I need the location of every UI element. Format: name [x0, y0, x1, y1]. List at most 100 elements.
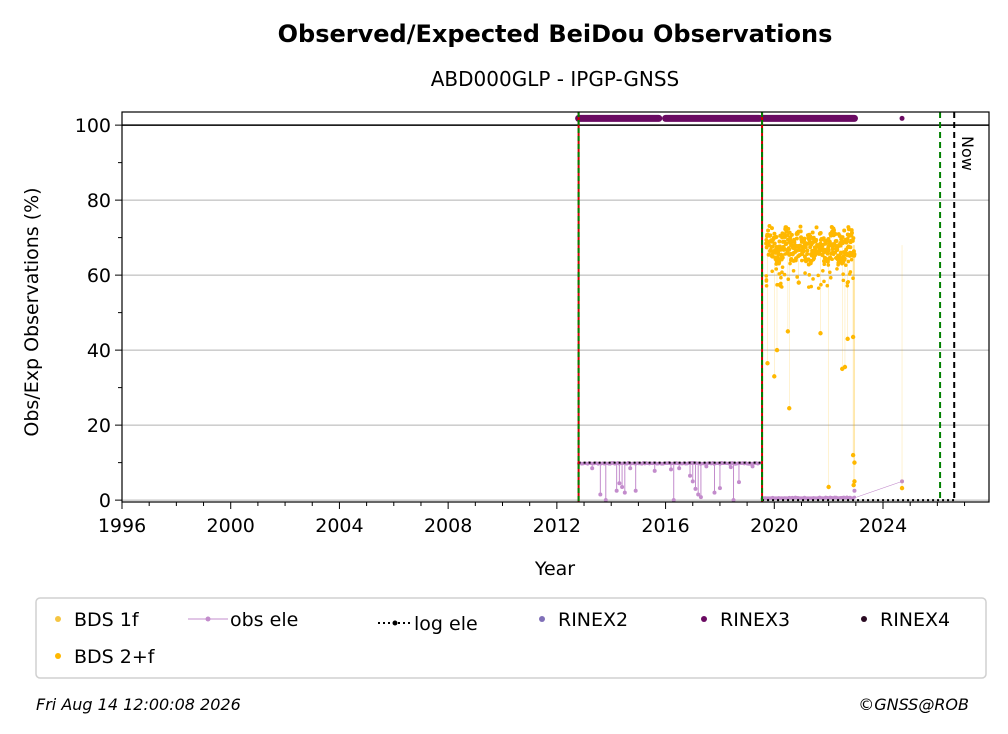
- bds2f-point: [777, 239, 782, 244]
- legend-marker: [392, 620, 398, 626]
- bds2f-point: [783, 252, 787, 256]
- bds2f-point: [838, 251, 843, 256]
- bds2f-point: [845, 236, 850, 241]
- obs-ele-point: [704, 464, 709, 469]
- bds2f-point: [789, 240, 794, 245]
- bds2f-point: [826, 244, 831, 248]
- x-tick-label: 2008: [424, 515, 472, 537]
- bds2f-point: [784, 241, 789, 246]
- bds2f-point: [851, 482, 856, 488]
- obs-ele-point: [671, 498, 676, 503]
- legend-box: [35, 597, 987, 679]
- x-tick-label: 2016: [641, 515, 689, 537]
- legend-label: RINEX3: [720, 609, 790, 631]
- bds2f-point: [777, 247, 781, 251]
- bds2f-point: [769, 226, 774, 231]
- y-axis-label: Obs/Exp Observations (%): [21, 187, 43, 436]
- rinex3-point: [899, 115, 905, 121]
- bds2f-point: [794, 236, 799, 241]
- bds2f-point: [803, 271, 807, 275]
- bds2f-point: [772, 231, 777, 236]
- bds2f-point: [774, 262, 779, 266]
- bds2f-point: [852, 479, 857, 484]
- bds2f-point: [851, 249, 856, 254]
- bds2f-point: [816, 286, 821, 290]
- y-tick-label: 80: [87, 190, 111, 212]
- bds2f-point: [834, 238, 839, 243]
- bds2f-point: [831, 252, 836, 257]
- bds2f-point: [777, 272, 782, 276]
- legend: BDS 1f obs ele log ele RINEX2 RINEX3 RINEX4 BD…: [35, 597, 987, 679]
- bds2f-point: [835, 247, 840, 252]
- y-tick-label: 60: [87, 265, 111, 287]
- bds2f-point: [821, 236, 826, 241]
- bds2f-point: [777, 244, 781, 249]
- y-tick-label: 0: [99, 490, 111, 512]
- bds2f-point: [849, 257, 854, 262]
- bds2f-point: [830, 247, 835, 252]
- legend-marker: [861, 616, 867, 622]
- bds2f-point: [811, 257, 816, 262]
- bds2f-point: [780, 265, 785, 269]
- bds2f-point: [764, 284, 769, 288]
- bds2f-point: [814, 237, 819, 242]
- bds2f-point: [770, 244, 775, 249]
- bds2f-point: [768, 233, 773, 238]
- bds2f-point: [774, 267, 779, 271]
- bds2f-point: [806, 285, 811, 289]
- obs-ele-point: [628, 466, 633, 471]
- bds2f-point: [799, 258, 804, 263]
- obs-ele-point: [622, 490, 627, 495]
- bds2f-point: [828, 270, 832, 275]
- bds2f-point: [766, 228, 771, 233]
- legend-marker: [701, 616, 707, 622]
- bds2f-point: [787, 406, 792, 411]
- bds2f-point: [822, 279, 826, 284]
- bds2f-point: [796, 280, 801, 285]
- bds2f-point: [828, 275, 833, 280]
- chart-subtitle: ABD000GLP - IPGP-GNSS: [431, 67, 680, 91]
- bds2f-point: [786, 277, 791, 282]
- bds2f-point: [849, 230, 854, 235]
- bds2f-point: [764, 278, 769, 282]
- bds2f-point: [822, 262, 827, 267]
- chart-title: Observed/Expected BeiDou Observations: [278, 20, 833, 48]
- bds2f-point: [816, 273, 821, 278]
- bds2f-point: [850, 452, 856, 458]
- obs-ele-point: [617, 481, 622, 486]
- bds2f-point: [848, 245, 853, 250]
- legend-label: BDS 1f: [74, 609, 140, 631]
- axes: 1996 2000 2004 2008 2012 2016 2020 2024 0 20 40 60 8…: [75, 111, 990, 537]
- bds2f-point: [841, 278, 846, 283]
- bds2f-point: [791, 268, 796, 273]
- footer-timestamp: Fri Aug 14 12:00:08 2026: [36, 695, 241, 714]
- plot-frame: [121, 111, 990, 503]
- bds2f-point: [847, 272, 852, 276]
- bds2f-point: [792, 240, 797, 245]
- legend-label: RINEX2: [558, 609, 628, 631]
- x-tick-label: 2000: [207, 515, 255, 537]
- bds2f-point: [772, 255, 777, 259]
- obs-ele-point: [688, 473, 693, 478]
- bds2f-point: [899, 485, 905, 491]
- bds2f-point: [814, 225, 819, 230]
- now-label: Now: [958, 136, 977, 171]
- bds2f-point: [790, 251, 795, 256]
- bds2f-point: [789, 232, 794, 237]
- bds2f-point: [826, 484, 831, 490]
- legend-marker: [539, 616, 545, 622]
- legend-label: log ele: [414, 613, 478, 635]
- bds2f-point: [811, 277, 815, 281]
- bds2f-point: [798, 229, 803, 234]
- bds2f-point: [795, 275, 799, 279]
- bds2f-point: [818, 230, 823, 235]
- bds2f-point: [805, 248, 810, 253]
- bds2f-point: [841, 255, 846, 260]
- bds2f-point: [846, 280, 851, 284]
- obs-ele-point: [852, 488, 857, 493]
- obs-ele-point: [620, 485, 625, 489]
- obs-ele-point: [717, 486, 722, 491]
- bds2f-point: [843, 263, 848, 267]
- bds2f-point: [836, 263, 840, 267]
- obs-ele-point: [677, 466, 682, 471]
